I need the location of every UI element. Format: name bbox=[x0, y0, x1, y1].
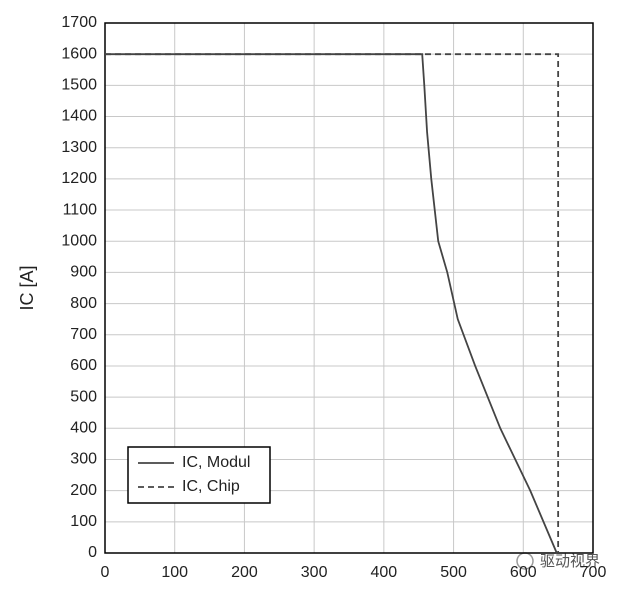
x-tick-label: 200 bbox=[231, 564, 258, 581]
y-tick-label: 1100 bbox=[63, 201, 98, 218]
y-tick-label: 600 bbox=[70, 357, 97, 374]
y-tick-label: 500 bbox=[70, 388, 97, 405]
y-tick-label: 1600 bbox=[61, 45, 97, 62]
x-tick-label: 400 bbox=[371, 564, 398, 581]
y-tick-label: 900 bbox=[70, 264, 97, 281]
y-tick-label: 400 bbox=[70, 420, 97, 437]
y-tick-label: 200 bbox=[70, 482, 97, 499]
y-axis-label: IC [A] bbox=[17, 265, 37, 310]
plot-frame bbox=[104, 22, 594, 554]
y-tick-label: 300 bbox=[70, 451, 97, 468]
legend-label: IC, Chip bbox=[182, 478, 240, 495]
y-tick-label: 0 bbox=[88, 544, 97, 561]
series-line bbox=[105, 53, 558, 554]
series-line bbox=[105, 53, 560, 553]
y-tick-label: 700 bbox=[70, 326, 97, 343]
legend-label: IC, Modul bbox=[182, 454, 250, 471]
x-tick-label: 600 bbox=[510, 564, 537, 581]
x-tick-label: 500 bbox=[440, 564, 467, 581]
x-tick-label: 0 bbox=[101, 564, 110, 581]
x-tick-label: 700 bbox=[580, 564, 607, 581]
x-tick-label: 300 bbox=[301, 564, 328, 581]
watermark: 驱动视界 bbox=[540, 553, 600, 570]
y-tick-label: 1400 bbox=[61, 108, 97, 125]
y-tick-label: 100 bbox=[70, 513, 97, 530]
y-tick-label: 1300 bbox=[61, 139, 97, 156]
y-tick-label: 800 bbox=[70, 295, 97, 312]
x-tick-label: 100 bbox=[161, 564, 188, 581]
legend-box bbox=[127, 446, 271, 504]
y-tick-label: 1700 bbox=[61, 14, 97, 31]
y-tick-label: 1200 bbox=[61, 170, 97, 187]
y-tick-label: 1500 bbox=[61, 77, 97, 94]
legend: IC, Modul IC, Chip bbox=[127, 446, 271, 504]
y-tick-label: 1000 bbox=[61, 232, 97, 249]
